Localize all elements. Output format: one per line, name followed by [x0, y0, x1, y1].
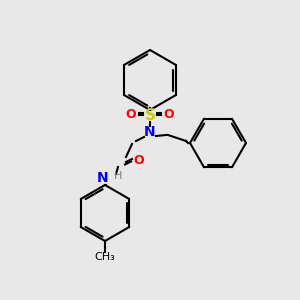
Text: S: S [145, 107, 155, 122]
Text: O: O [164, 109, 174, 122]
Text: H: H [114, 171, 122, 181]
Text: N: N [96, 171, 108, 185]
Text: O: O [134, 154, 144, 166]
Text: N: N [144, 125, 156, 139]
Text: CH₃: CH₃ [94, 252, 116, 262]
Text: O: O [126, 109, 136, 122]
